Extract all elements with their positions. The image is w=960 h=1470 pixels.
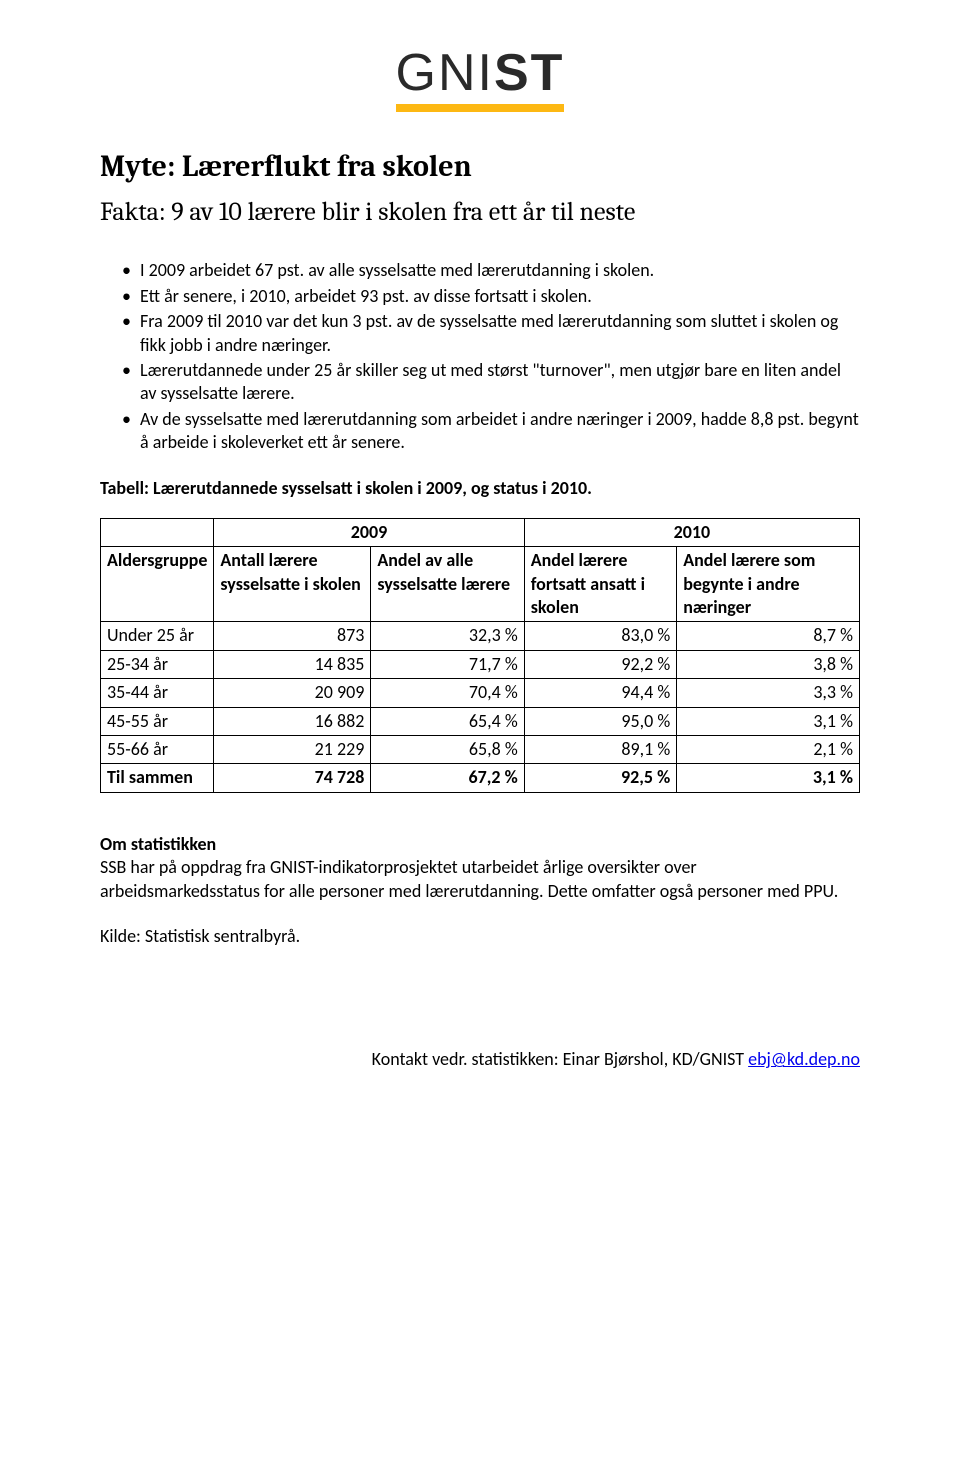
cell-a: 14 835 xyxy=(214,650,371,678)
table-row: Under 25 år 873 32,3 % 83,0 % 8,7 % xyxy=(101,622,860,650)
cell-c: 94,4 % xyxy=(524,679,676,707)
cell-d: 3,8 % xyxy=(677,650,860,678)
source-line: Kilde: Statistisk sentralbyrå. xyxy=(100,925,860,948)
cell-group: Til sammen xyxy=(101,764,214,792)
cell-b: 70,4 % xyxy=(371,679,524,707)
footer: Kontakt vedr. statistikken: Einar Bjørsh… xyxy=(100,1048,860,1071)
bullet-list: I 2009 arbeidet 67 pst. av alle sysselsa… xyxy=(100,259,860,454)
cell-a: 74 728 xyxy=(214,764,371,792)
table-row: 25-34 år 14 835 71,7 % 92,2 % 3,8 % xyxy=(101,650,860,678)
cell-group: Under 25 år xyxy=(101,622,214,650)
cell-a: 20 909 xyxy=(214,679,371,707)
bullet-item: Av de sysselsatte med lærerutdanning som… xyxy=(100,408,860,455)
cell-b: 65,4 % xyxy=(371,707,524,735)
cell-b: 67,2 % xyxy=(371,764,524,792)
cell-c: 89,1 % xyxy=(524,736,676,764)
about-body-text: SSB har på oppdrag fra GNIST-indikatorpr… xyxy=(100,856,838,901)
cell-d: 3,1 % xyxy=(677,764,860,792)
table-row: 35-44 år 20 909 70,4 % 94,4 % 3,3 % xyxy=(101,679,860,707)
cell-group: 45-55 år xyxy=(101,707,214,735)
cell-d: 8,7 % xyxy=(677,622,860,650)
table-caption: Tabell: Lærerutdannede sysselsatt i skol… xyxy=(100,477,860,500)
cell-b: 71,7 % xyxy=(371,650,524,678)
cell-a: 873 xyxy=(214,622,371,650)
cell-group: 25-34 år xyxy=(101,650,214,678)
cell-b: 32,3 % xyxy=(371,622,524,650)
table-col-b: Andel av alle sysselsatte lærere xyxy=(371,547,524,622)
cell-d: 3,1 % xyxy=(677,707,860,735)
bullet-item: Lærerutdannede under 25 år skiller seg u… xyxy=(100,359,860,406)
page-title: Myte: Lærerflukt fra skolen xyxy=(100,147,860,186)
cell-group: 35-44 år xyxy=(101,679,214,707)
about-section: Om statistikken SSB har på oppdrag fra G… xyxy=(100,833,860,903)
cell-a: 16 882 xyxy=(214,707,371,735)
table-col-group: Aldersgruppe xyxy=(101,547,214,622)
logo: GNIST xyxy=(100,40,860,112)
table-col-c: Andel lærere fortsatt ansatt i skolen xyxy=(524,547,676,622)
table-row: 45-55 år 16 882 65,4 % 95,0 % 3,1 % xyxy=(101,707,860,735)
table-col-a: Antall lærere sysselsatte i skolen xyxy=(214,547,371,622)
cell-c: 92,2 % xyxy=(524,650,676,678)
data-table: 2009 2010 Aldersgruppe Antall lærere sys… xyxy=(100,518,860,793)
footer-email-link[interactable]: ebj@kd.dep.no xyxy=(748,1048,860,1070)
table-row-total: Til sammen 74 728 67,2 % 92,5 % 3,1 % xyxy=(101,764,860,792)
cell-c: 92,5 % xyxy=(524,764,676,792)
cell-c: 95,0 % xyxy=(524,707,676,735)
table-header-year-2010: 2010 xyxy=(524,518,859,546)
table-header-blank xyxy=(101,518,214,546)
cell-d: 3,3 % xyxy=(677,679,860,707)
table-row: 55-66 år 21 229 65,8 % 89,1 % 2,1 % xyxy=(101,736,860,764)
bullet-item: I 2009 arbeidet 67 pst. av alle sysselsa… xyxy=(100,259,860,282)
logo-underline xyxy=(396,104,565,112)
logo-text-bold: ST xyxy=(494,44,564,102)
bullet-item: Fra 2009 til 2010 var det kun 3 pst. av … xyxy=(100,310,860,357)
bullet-item: Ett år senere, i 2010, arbeidet 93 pst. … xyxy=(100,285,860,308)
cell-a: 21 229 xyxy=(214,736,371,764)
cell-b: 65,8 % xyxy=(371,736,524,764)
table-header-year-2009: 2009 xyxy=(214,518,524,546)
cell-c: 83,0 % xyxy=(524,622,676,650)
logo-text-thin: GNI xyxy=(396,44,494,102)
page-subtitle: Fakta: 9 av 10 lærere blir i skolen fra … xyxy=(100,196,860,230)
footer-text: Kontakt vedr. statistikken: Einar Bjørsh… xyxy=(372,1048,748,1070)
cell-group: 55-66 år xyxy=(101,736,214,764)
about-title: Om statistikken xyxy=(100,833,216,855)
table-col-d: Andel lærere som begynte i andre næringe… xyxy=(677,547,860,622)
cell-d: 2,1 % xyxy=(677,736,860,764)
